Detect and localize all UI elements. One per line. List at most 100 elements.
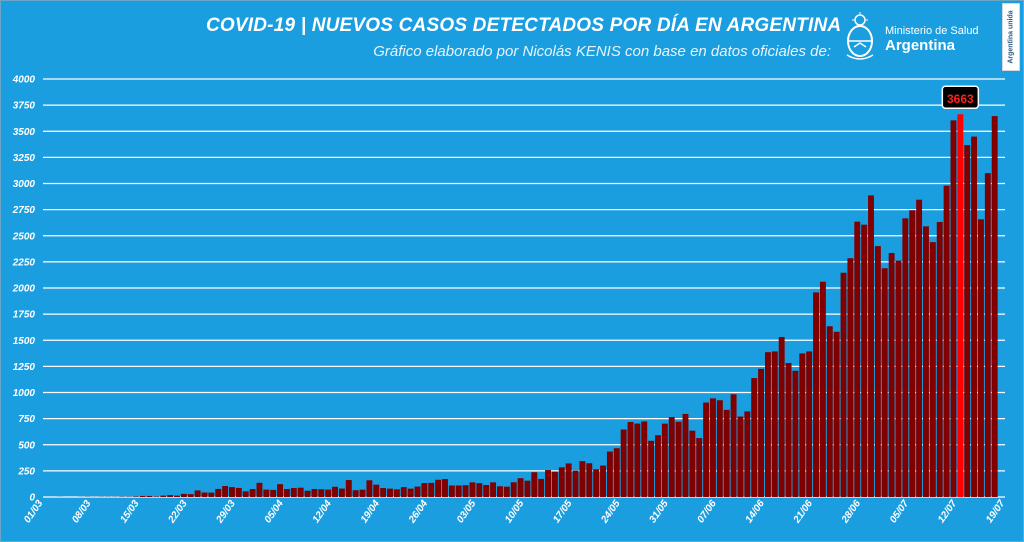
bar — [524, 480, 531, 497]
callout-label: 3663 — [947, 92, 974, 106]
bar — [517, 478, 524, 497]
bar — [758, 368, 765, 497]
bar — [180, 493, 187, 497]
bar — [435, 479, 442, 497]
logo-line-2: Argentina — [885, 37, 956, 54]
bar — [854, 221, 861, 497]
bar — [641, 421, 648, 497]
bar — [277, 484, 284, 497]
bar — [325, 489, 332, 497]
bar — [600, 465, 606, 497]
bar — [655, 435, 661, 497]
bar — [936, 221, 943, 497]
bar — [902, 218, 909, 497]
bar — [778, 337, 785, 497]
x-tick-label: 21/06 — [791, 498, 815, 526]
ministry-logo: Ministerio de Salud Argentina — [843, 9, 993, 65]
bar — [290, 488, 297, 497]
y-tick-label: 2750 — [12, 205, 36, 216]
y-tick-label: 0 — [29, 493, 35, 504]
bar — [442, 479, 448, 497]
bar — [881, 268, 888, 497]
y-tick-label: 1000 — [13, 388, 36, 399]
callout-box — [941, 85, 980, 109]
bar — [242, 491, 249, 497]
y-tick-label: 2000 — [12, 284, 36, 295]
bar — [208, 492, 215, 497]
x-tick-label: 03/05 — [455, 498, 479, 525]
bar — [799, 353, 806, 497]
bar — [819, 281, 826, 497]
bar — [538, 478, 545, 497]
bar — [503, 486, 510, 497]
x-tick-label: 05/07 — [888, 498, 912, 525]
bar — [160, 495, 167, 497]
bar — [661, 423, 668, 497]
bar-highlight — [957, 114, 964, 498]
bar — [737, 416, 744, 497]
bar — [551, 471, 558, 497]
x-tick-label: 19/07 — [984, 498, 1008, 525]
bar — [943, 185, 950, 497]
bar — [421, 483, 428, 497]
bar — [764, 352, 771, 497]
bar — [373, 484, 380, 497]
bar — [710, 398, 716, 497]
bar — [785, 363, 792, 497]
bar — [682, 413, 689, 497]
bar — [201, 492, 208, 497]
bar — [146, 495, 153, 497]
bar — [716, 400, 723, 497]
bar — [627, 421, 634, 497]
bar — [380, 488, 387, 497]
bar — [923, 226, 929, 497]
bar — [833, 331, 840, 497]
bar — [366, 480, 373, 497]
bar — [964, 145, 971, 497]
y-tick-label: 1250 — [13, 362, 36, 373]
bar — [139, 495, 146, 497]
bar — [689, 430, 696, 497]
badge-text: Argentina unida — [1007, 10, 1015, 64]
y-tick-label: 3000 — [13, 179, 36, 190]
x-tick-label: 01/03 — [22, 498, 46, 525]
bar — [531, 472, 538, 497]
bar — [593, 469, 600, 497]
bar — [792, 370, 799, 497]
x-tick-label: 31/05 — [647, 498, 671, 525]
bar — [648, 440, 655, 497]
bar — [868, 195, 874, 497]
bar — [813, 292, 819, 497]
bar — [249, 489, 256, 497]
bar — [984, 173, 991, 498]
bar — [545, 470, 552, 497]
bar — [723, 409, 730, 497]
bar — [407, 488, 414, 497]
x-tick-label: 28/06 — [839, 498, 863, 526]
bar — [387, 488, 393, 497]
bar — [929, 242, 936, 497]
x-tick-label: 14/06 — [744, 498, 768, 525]
bar — [510, 482, 517, 497]
bar — [971, 136, 978, 497]
chart-subtitle: Gráfico elaborado por Nicolás KENIS con … — [373, 43, 831, 60]
bar — [229, 487, 235, 497]
bar — [771, 351, 778, 497]
x-tick-label: 26/04 — [406, 498, 430, 526]
bar — [703, 402, 710, 497]
x-tick-label: 24/05 — [599, 498, 623, 526]
bar — [187, 494, 194, 497]
bar — [393, 489, 400, 497]
bar — [874, 246, 881, 497]
bar — [847, 258, 854, 497]
y-tick-label: 3250 — [13, 153, 36, 164]
bar — [744, 411, 751, 497]
x-tick-label: 05/04 — [263, 498, 287, 525]
y-tick-label: 2250 — [12, 257, 36, 268]
x-tick-label: 08/03 — [70, 498, 94, 525]
y-tick-label: 4000 — [12, 75, 36, 86]
x-tick-label: 12/04 — [311, 498, 335, 525]
bar — [174, 495, 180, 497]
